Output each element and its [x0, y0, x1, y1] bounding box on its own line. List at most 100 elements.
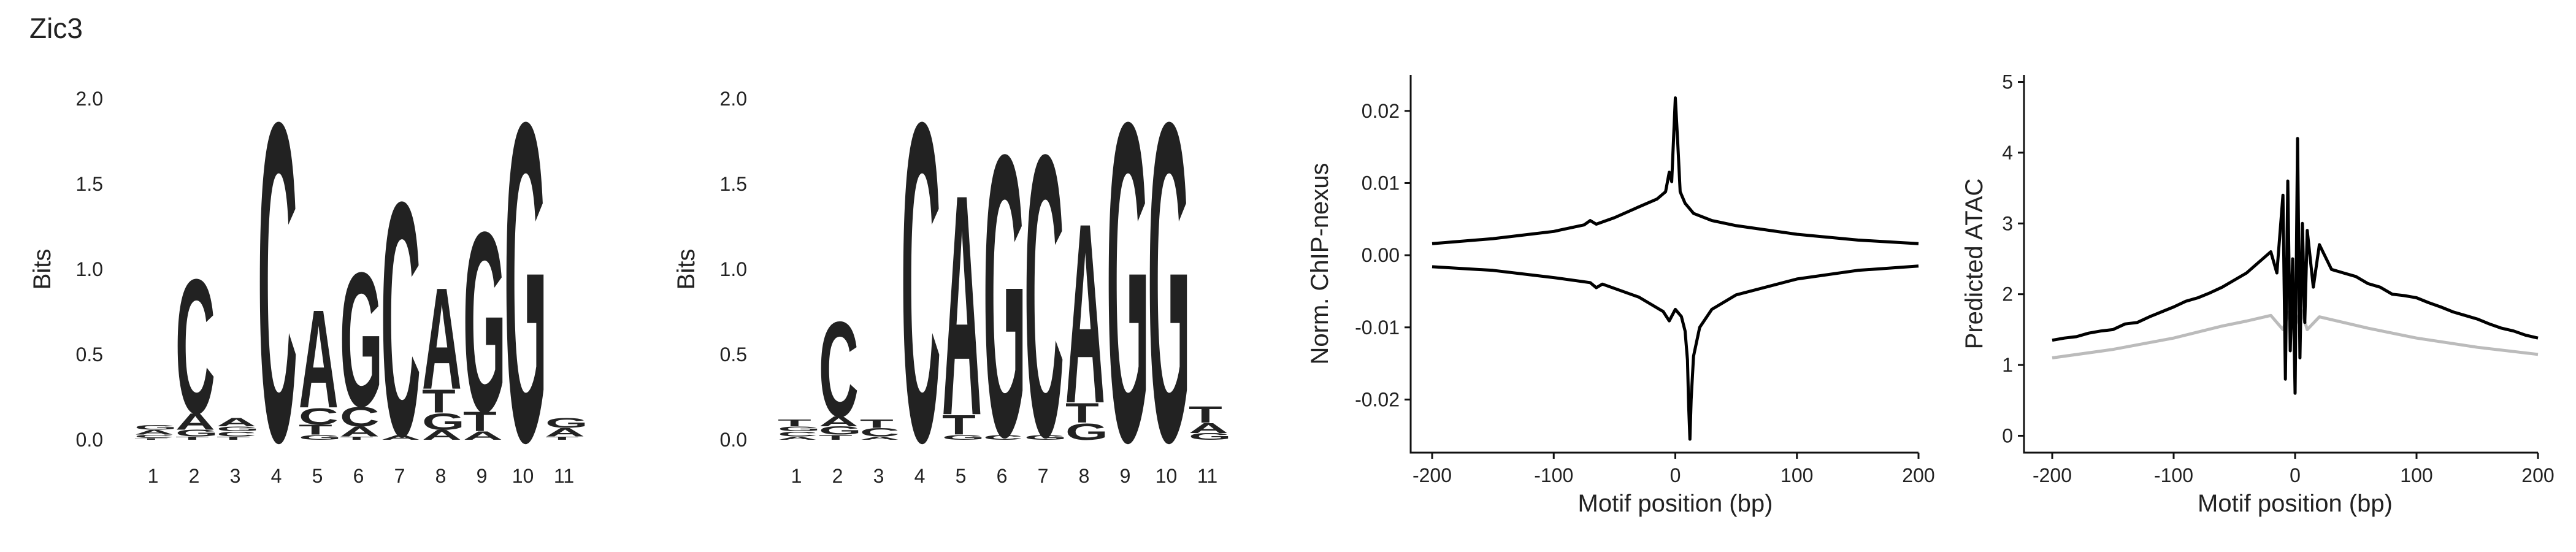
logo-1-position-label: 2: [189, 465, 200, 487]
logo-1-position-label: 10: [512, 465, 534, 487]
panel-4-x-tick-label: -200: [2033, 464, 2072, 486]
logo-1-letter: T: [340, 435, 374, 440]
logo-2-letter: A: [819, 413, 859, 429]
panel-4-y-tick-label: 5: [2002, 71, 2013, 93]
chip-nexus-panel: 0.02 0.01 0.00 -0.01 -0.02 -200 -100 0 100 200 Mot…: [1306, 75, 1935, 517]
logo-1-position-label: 3: [230, 465, 241, 487]
logo-1-y-axis-label: Bits: [29, 249, 56, 290]
panel-4-y-tick-label: 4: [2002, 142, 2013, 164]
logo-2-position-label: 8: [1079, 465, 1090, 487]
panel-3-y-tick-label: 0.01: [1362, 172, 1400, 194]
logo-1-letter: C: [134, 434, 174, 439]
logo-2-position-label: 5: [956, 465, 967, 487]
logo-1-position-label: 4: [271, 465, 282, 487]
panel-3-x-axis-label: Motif position (bp): [1578, 490, 1773, 517]
logo-2-letter: G: [1148, 28, 1190, 537]
logo-1-letter: A: [340, 424, 380, 439]
logo-1-position-label: 8: [435, 465, 447, 487]
logo-2-y-tick-label: 0.0: [720, 429, 747, 451]
panel-4-x-axis-label: Motif position (bp): [2198, 490, 2393, 517]
logo-1-letter: A: [381, 434, 421, 442]
logo-1-letter: C: [258, 28, 297, 537]
logo-2-letter: A: [860, 435, 900, 440]
logo-2-position-label: 1: [791, 465, 802, 487]
logo-2-letter: T: [860, 417, 894, 430]
panel-3-y-tick-label: -0.01: [1355, 316, 1400, 339]
panel-4-y-tick-label: 0: [2002, 424, 2013, 447]
logo-2-y-tick-label: 2.0: [720, 88, 747, 110]
logo-1-letter: G: [504, 28, 547, 537]
logo-1-y-tick-label: 1.0: [76, 258, 103, 280]
logo-2-letter: T: [778, 418, 811, 428]
logo-2-position-label: 11: [1197, 465, 1217, 487]
logo-1-letter: G: [299, 434, 342, 442]
logo-2-letter: T: [1189, 402, 1222, 428]
panel-3-x-tick-label: -200: [1413, 464, 1452, 486]
logo-1-position-label: 1: [148, 465, 159, 487]
panel-3-axes: [1409, 75, 1919, 454]
logo-2-y-tick-label: 1.5: [720, 173, 747, 195]
panel-3-x-tick-label: 0: [1670, 464, 1681, 486]
logo-2-letter: C: [860, 426, 900, 439]
panel-3-y-tick-label: 0.00: [1362, 244, 1400, 266]
logo-1-letter: C: [175, 239, 215, 453]
panel-3-series-line-1: [1432, 96, 1919, 245]
logo-1-letter: G: [422, 408, 465, 435]
logo-1-letter: A: [422, 427, 462, 442]
logo-1-letter: A: [299, 281, 339, 437]
logo-2-letter: A: [1065, 171, 1105, 457]
logo-2-letter: C: [778, 430, 818, 438]
logo-2-letter: G: [1065, 419, 1108, 445]
logo-1-y-tick-label: 0.0: [76, 429, 103, 451]
logo-1-letter: A: [175, 408, 215, 435]
logo-1-letter: C: [381, 132, 421, 505]
logo-2-letter: A: [778, 435, 818, 440]
logo-1-y-tick-label: 2.0: [76, 88, 103, 110]
logo-2-y-tick-label: 1.0: [720, 258, 747, 280]
panel-4-x-tick-label: 200: [2521, 464, 2554, 486]
logo-1-y-tick-label: 0.5: [76, 343, 103, 366]
logo-1-letter: T: [134, 438, 168, 440]
panel-4-x-tick-label: 100: [2400, 464, 2432, 486]
logo-2-letter: A: [1189, 420, 1229, 435]
logo-2-letter: C: [901, 28, 941, 537]
logo-2-position-label: 2: [832, 465, 843, 487]
logo-1-letter: T: [299, 422, 332, 437]
logo-2-position-label: 3: [873, 465, 884, 487]
logo-2-y-tick-label: 0.5: [720, 343, 747, 366]
logo-2-letter: C: [983, 434, 1023, 442]
panel-4-series-line-2: [2052, 137, 2539, 395]
logo-1-letter: G: [545, 415, 588, 431]
panel-3-x-tick-label: 200: [1902, 464, 1934, 486]
logo-2-letter: T: [942, 410, 976, 441]
logo-2-letter: G: [819, 424, 862, 437]
logo-2-position-label: 4: [914, 465, 926, 487]
figure-title: Zic3: [29, 12, 83, 44]
panel-4-x-tick-label: -100: [2154, 464, 2193, 486]
logo-2-letter: G: [778, 425, 821, 433]
logo-1-position-label: 6: [353, 465, 364, 487]
logo-1-letter: C: [299, 404, 339, 430]
logo-2-letter: C: [819, 293, 859, 445]
logo-1-letter: A: [217, 415, 256, 428]
panel-3-y-axis-label: Norm. ChIP-nexus: [1306, 163, 1333, 365]
logo-2-letter: C: [1024, 72, 1064, 520]
logo-1-letter: G: [340, 232, 383, 447]
logo-1-letter: T: [463, 407, 497, 438]
panel-4-y-tick-label: 1: [2002, 354, 2013, 376]
logo-1-letter: T: [217, 435, 250, 440]
panel-4-y-tick-label: 3: [2002, 212, 2013, 234]
logo-1-letter: G: [463, 179, 506, 466]
logo-2-letter: G: [1189, 431, 1232, 442]
logo-2-position-label: 7: [1038, 465, 1049, 487]
logo-2-letter: G: [983, 72, 1026, 520]
logo-1-letter: G: [134, 423, 177, 431]
logo-2-y-axis-label: Bits: [673, 249, 700, 290]
logo-1-letter: C: [217, 430, 256, 438]
panel-3-y-tick-label: 0.02: [1362, 100, 1400, 122]
logo-2-letter: G: [1106, 28, 1149, 537]
logo-2-letter: G: [1024, 434, 1067, 442]
predicted-atac-panel: 0 1 2 3 4 5 -200 -100 0 100 200 Motif position (bp)…: [1961, 71, 2555, 517]
panel-3-x-tick-label: -100: [1534, 464, 1573, 486]
